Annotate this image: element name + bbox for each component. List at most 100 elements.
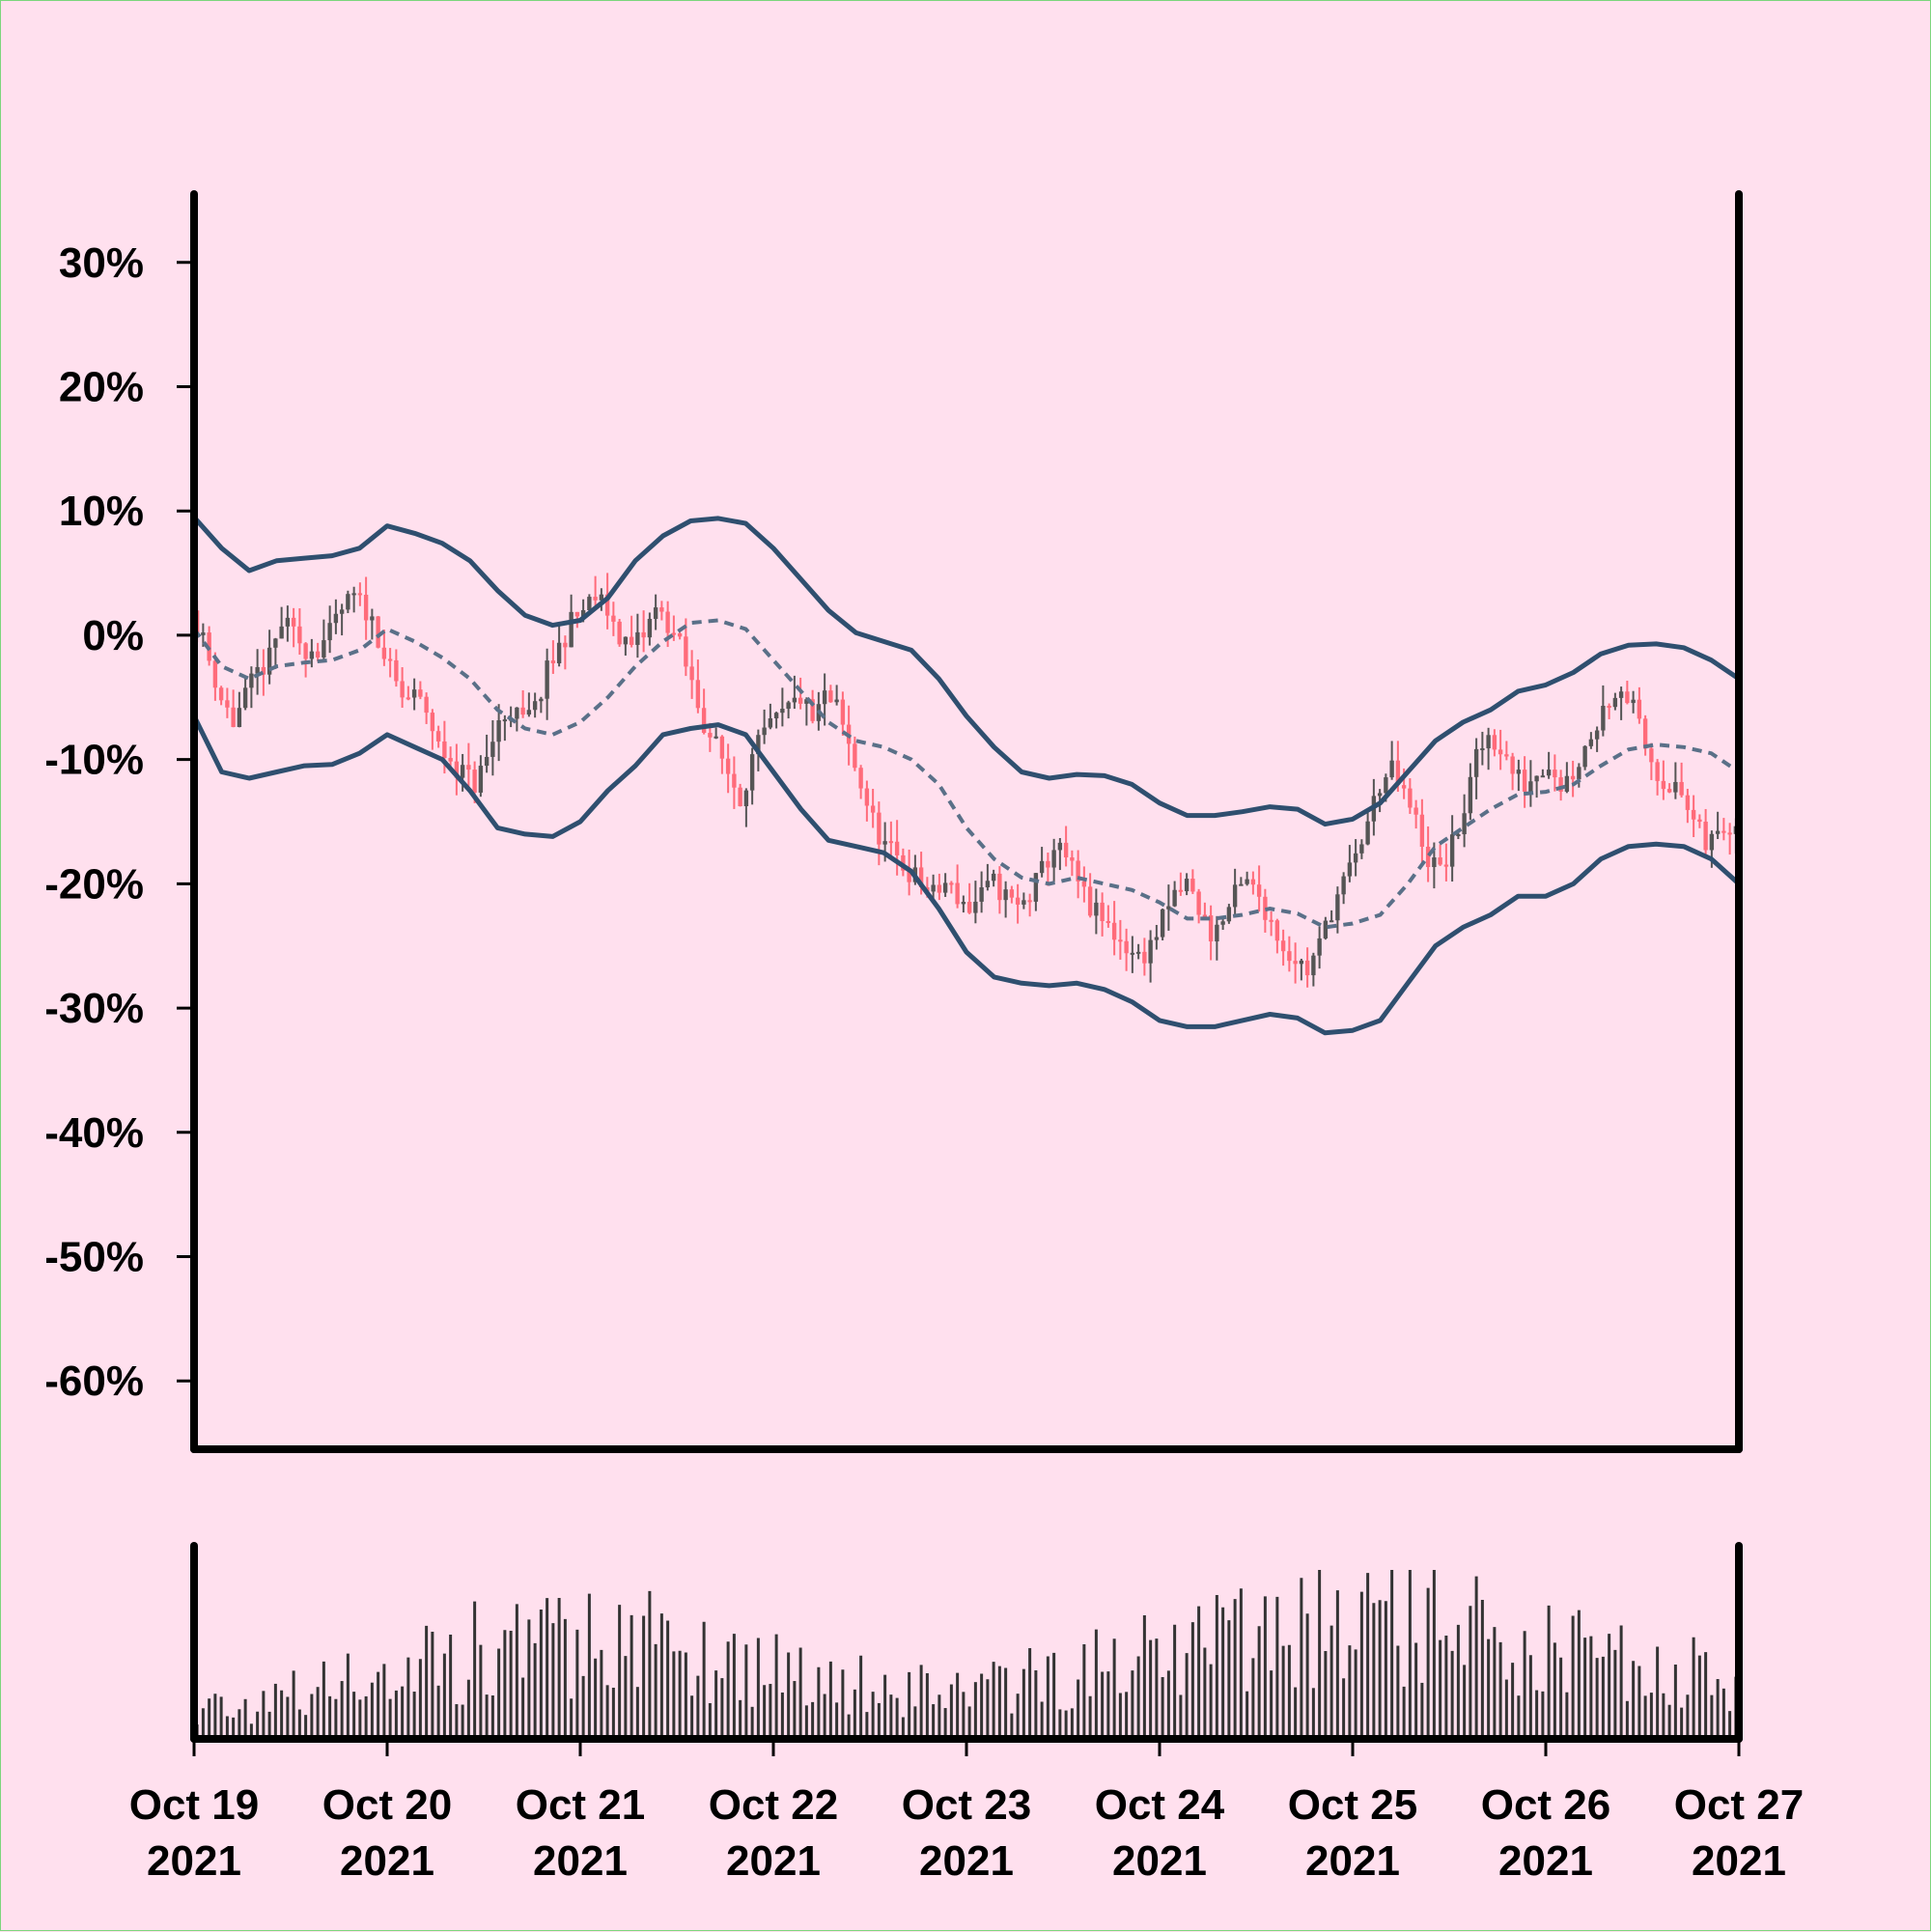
candle-body (1208, 915, 1214, 942)
candle-body (659, 607, 664, 612)
candle-body (725, 758, 731, 774)
candle-body (1359, 844, 1364, 854)
y-tick-label: 0% (82, 612, 144, 659)
candle-body (1594, 730, 1600, 740)
candle-body (701, 708, 707, 734)
candle-body (1287, 951, 1292, 962)
candle-body (1577, 767, 1581, 780)
candle-body (484, 756, 490, 767)
candle-body (877, 812, 882, 845)
candle-body (773, 713, 779, 718)
candle-body (1154, 937, 1160, 940)
candle-body (315, 651, 321, 658)
candle-body (1637, 699, 1642, 719)
candle-body (1727, 832, 1732, 835)
candle-body (1323, 920, 1329, 938)
candle-body (496, 720, 501, 742)
candle-body (1057, 842, 1063, 851)
candle-body (1184, 879, 1189, 892)
candle-body (1384, 777, 1388, 794)
candle-body (768, 717, 773, 728)
candle-body (1612, 697, 1618, 708)
candle-body (955, 882, 960, 905)
candle-body (291, 617, 296, 627)
candle-body (1087, 886, 1093, 916)
candle-body (985, 881, 991, 888)
candle-body (556, 642, 562, 663)
candle-body (786, 702, 791, 710)
candle-body (460, 765, 465, 778)
candle-body (1582, 745, 1587, 768)
candle-body (1274, 920, 1280, 941)
candle-body (1317, 938, 1322, 956)
candle-body (1642, 718, 1648, 749)
x-tick-label: Oct 22 2021 (709, 1781, 839, 1885)
candle-body (574, 611, 580, 617)
candle-body (442, 741, 447, 759)
x-tick-label: Oct 26 2021 (1481, 1781, 1611, 1885)
candle-body (738, 787, 742, 806)
candle-body (1432, 857, 1437, 867)
y-tick-label: 10% (59, 488, 144, 535)
candle-body (1534, 775, 1539, 782)
candle-body (1160, 909, 1165, 938)
candle-body (888, 841, 894, 844)
candle-body (641, 631, 646, 638)
candle-body (1256, 884, 1262, 897)
candle-body (1172, 889, 1177, 907)
candle-body (539, 698, 544, 702)
candle-body (635, 631, 640, 645)
candle-body (1347, 862, 1353, 877)
candle-body (780, 709, 785, 714)
candle-body (1649, 748, 1654, 763)
candle-body (804, 699, 809, 704)
candle-body (472, 770, 477, 793)
x-tick-label-year: 2021 (1305, 1837, 1400, 1885)
x-tick-label-date: Oct 24 (1095, 1781, 1225, 1829)
candle-body (1522, 770, 1527, 792)
candle-body (515, 707, 519, 719)
x-tick-label-date: Oct 22 (709, 1781, 839, 1829)
candle-body (1443, 864, 1449, 867)
candle-body (1220, 921, 1225, 925)
candle-body (604, 594, 610, 616)
candle-body (339, 609, 345, 614)
candle-body (1166, 906, 1171, 910)
candle-body (864, 788, 870, 806)
x-tick-label: Oct 27 2021 (1674, 1781, 1805, 1885)
x-tick-label-year: 2021 (1112, 1837, 1207, 1885)
y-tick-label: -10% (44, 737, 144, 784)
candle-body (1540, 775, 1546, 778)
candle-body (303, 643, 308, 659)
candle-body (261, 666, 266, 675)
volume-bars (195, 1570, 1738, 1739)
candle-body (1365, 821, 1370, 845)
candle-body (1118, 939, 1123, 942)
candle-body (466, 765, 471, 770)
candle-body (1546, 770, 1552, 776)
y-tick-label: -20% (44, 860, 144, 908)
candle-body (376, 616, 380, 648)
bollinger-upper-line (192, 516, 1741, 827)
candle-body (1250, 879, 1256, 885)
candle-body (714, 736, 718, 739)
candle-body (1425, 846, 1431, 867)
candle-body (949, 882, 954, 885)
candle-body (1618, 691, 1624, 698)
candle-body (671, 632, 677, 635)
candle-body (918, 867, 924, 887)
candle-body (1377, 793, 1383, 797)
x-tick-label: Oct 21 2021 (516, 1781, 646, 1885)
candle-body (418, 689, 423, 697)
candle-body (411, 689, 417, 698)
candle-body (249, 673, 254, 688)
candle-body (1341, 876, 1346, 895)
x-tick-label-year: 2021 (533, 1837, 628, 1885)
candle-body (1226, 907, 1232, 922)
candle-body (798, 697, 803, 704)
bollinger-middle-line (192, 618, 1741, 930)
x-tick-label-date: Oct 26 (1481, 1781, 1611, 1829)
candle-body (1553, 770, 1557, 778)
candle-body (719, 736, 725, 759)
